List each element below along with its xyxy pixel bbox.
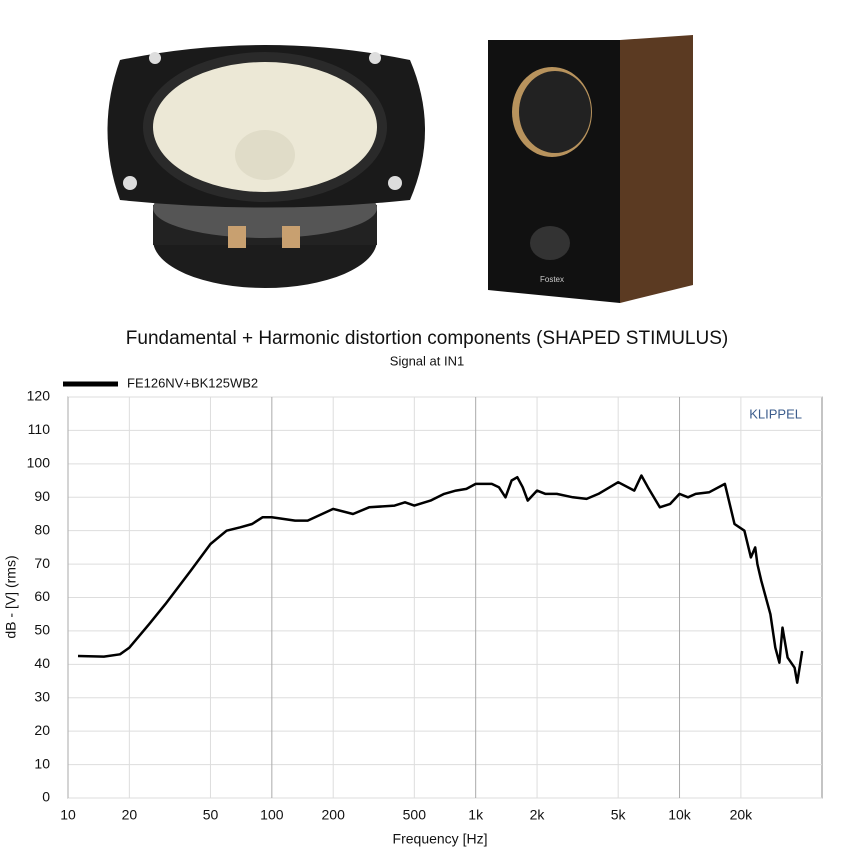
y-tick-label: 10 — [34, 755, 50, 771]
y-tick-label: 110 — [28, 421, 51, 437]
x-tick-label: 200 — [322, 807, 346, 823]
y-tick-label: 50 — [34, 622, 50, 638]
x-tick-label: 10k — [668, 807, 692, 823]
y-tick-label: 80 — [34, 521, 50, 537]
y-tick-label: 30 — [34, 688, 50, 704]
x-tick-label: 500 — [403, 807, 427, 823]
y-tick-label: 120 — [27, 388, 51, 404]
y-axis-label: dB - [V] (rms) — [3, 555, 19, 638]
x-tick-label: 5k — [611, 807, 627, 823]
y-tick-label: 100 — [27, 455, 51, 471]
y-tick-label: 90 — [34, 488, 50, 504]
speaker-cabinet: Fostex — [488, 35, 693, 303]
y-tick-label: 40 — [34, 655, 50, 671]
x-tick-label: 100 — [260, 807, 284, 823]
y-tick-label: 20 — [34, 722, 50, 738]
x-tick-label: 20k — [730, 807, 754, 823]
y-tick-label: 0 — [42, 789, 50, 805]
y-tick-label: 60 — [34, 588, 50, 604]
x-tick-label: 1k — [468, 807, 484, 823]
y-tick-label: 70 — [34, 555, 50, 571]
chart-title: Fundamental + Harmonic distortion compon… — [126, 328, 728, 349]
x-tick-label: 20 — [122, 807, 138, 823]
plot: 0 10 20 30 40 50 60 70 80 90 100 110 120 10 20 50 100 200… — [27, 388, 822, 823]
x-tick-label: 50 — [203, 807, 219, 823]
speaker-driver — [107, 45, 425, 288]
x-tick-label: 2k — [530, 807, 546, 823]
chart-subtitle: Signal at IN1 — [390, 353, 464, 368]
legend-label: FE126NV+BK125WB2 — [127, 375, 258, 390]
data-line — [77, 474, 804, 684]
x-tick-label: 10 — [60, 807, 76, 823]
watermark: KLIPPEL — [749, 406, 802, 421]
brand-logo: Fostex — [540, 275, 564, 284]
x-axis-label: Frequency [Hz] — [393, 831, 488, 847]
